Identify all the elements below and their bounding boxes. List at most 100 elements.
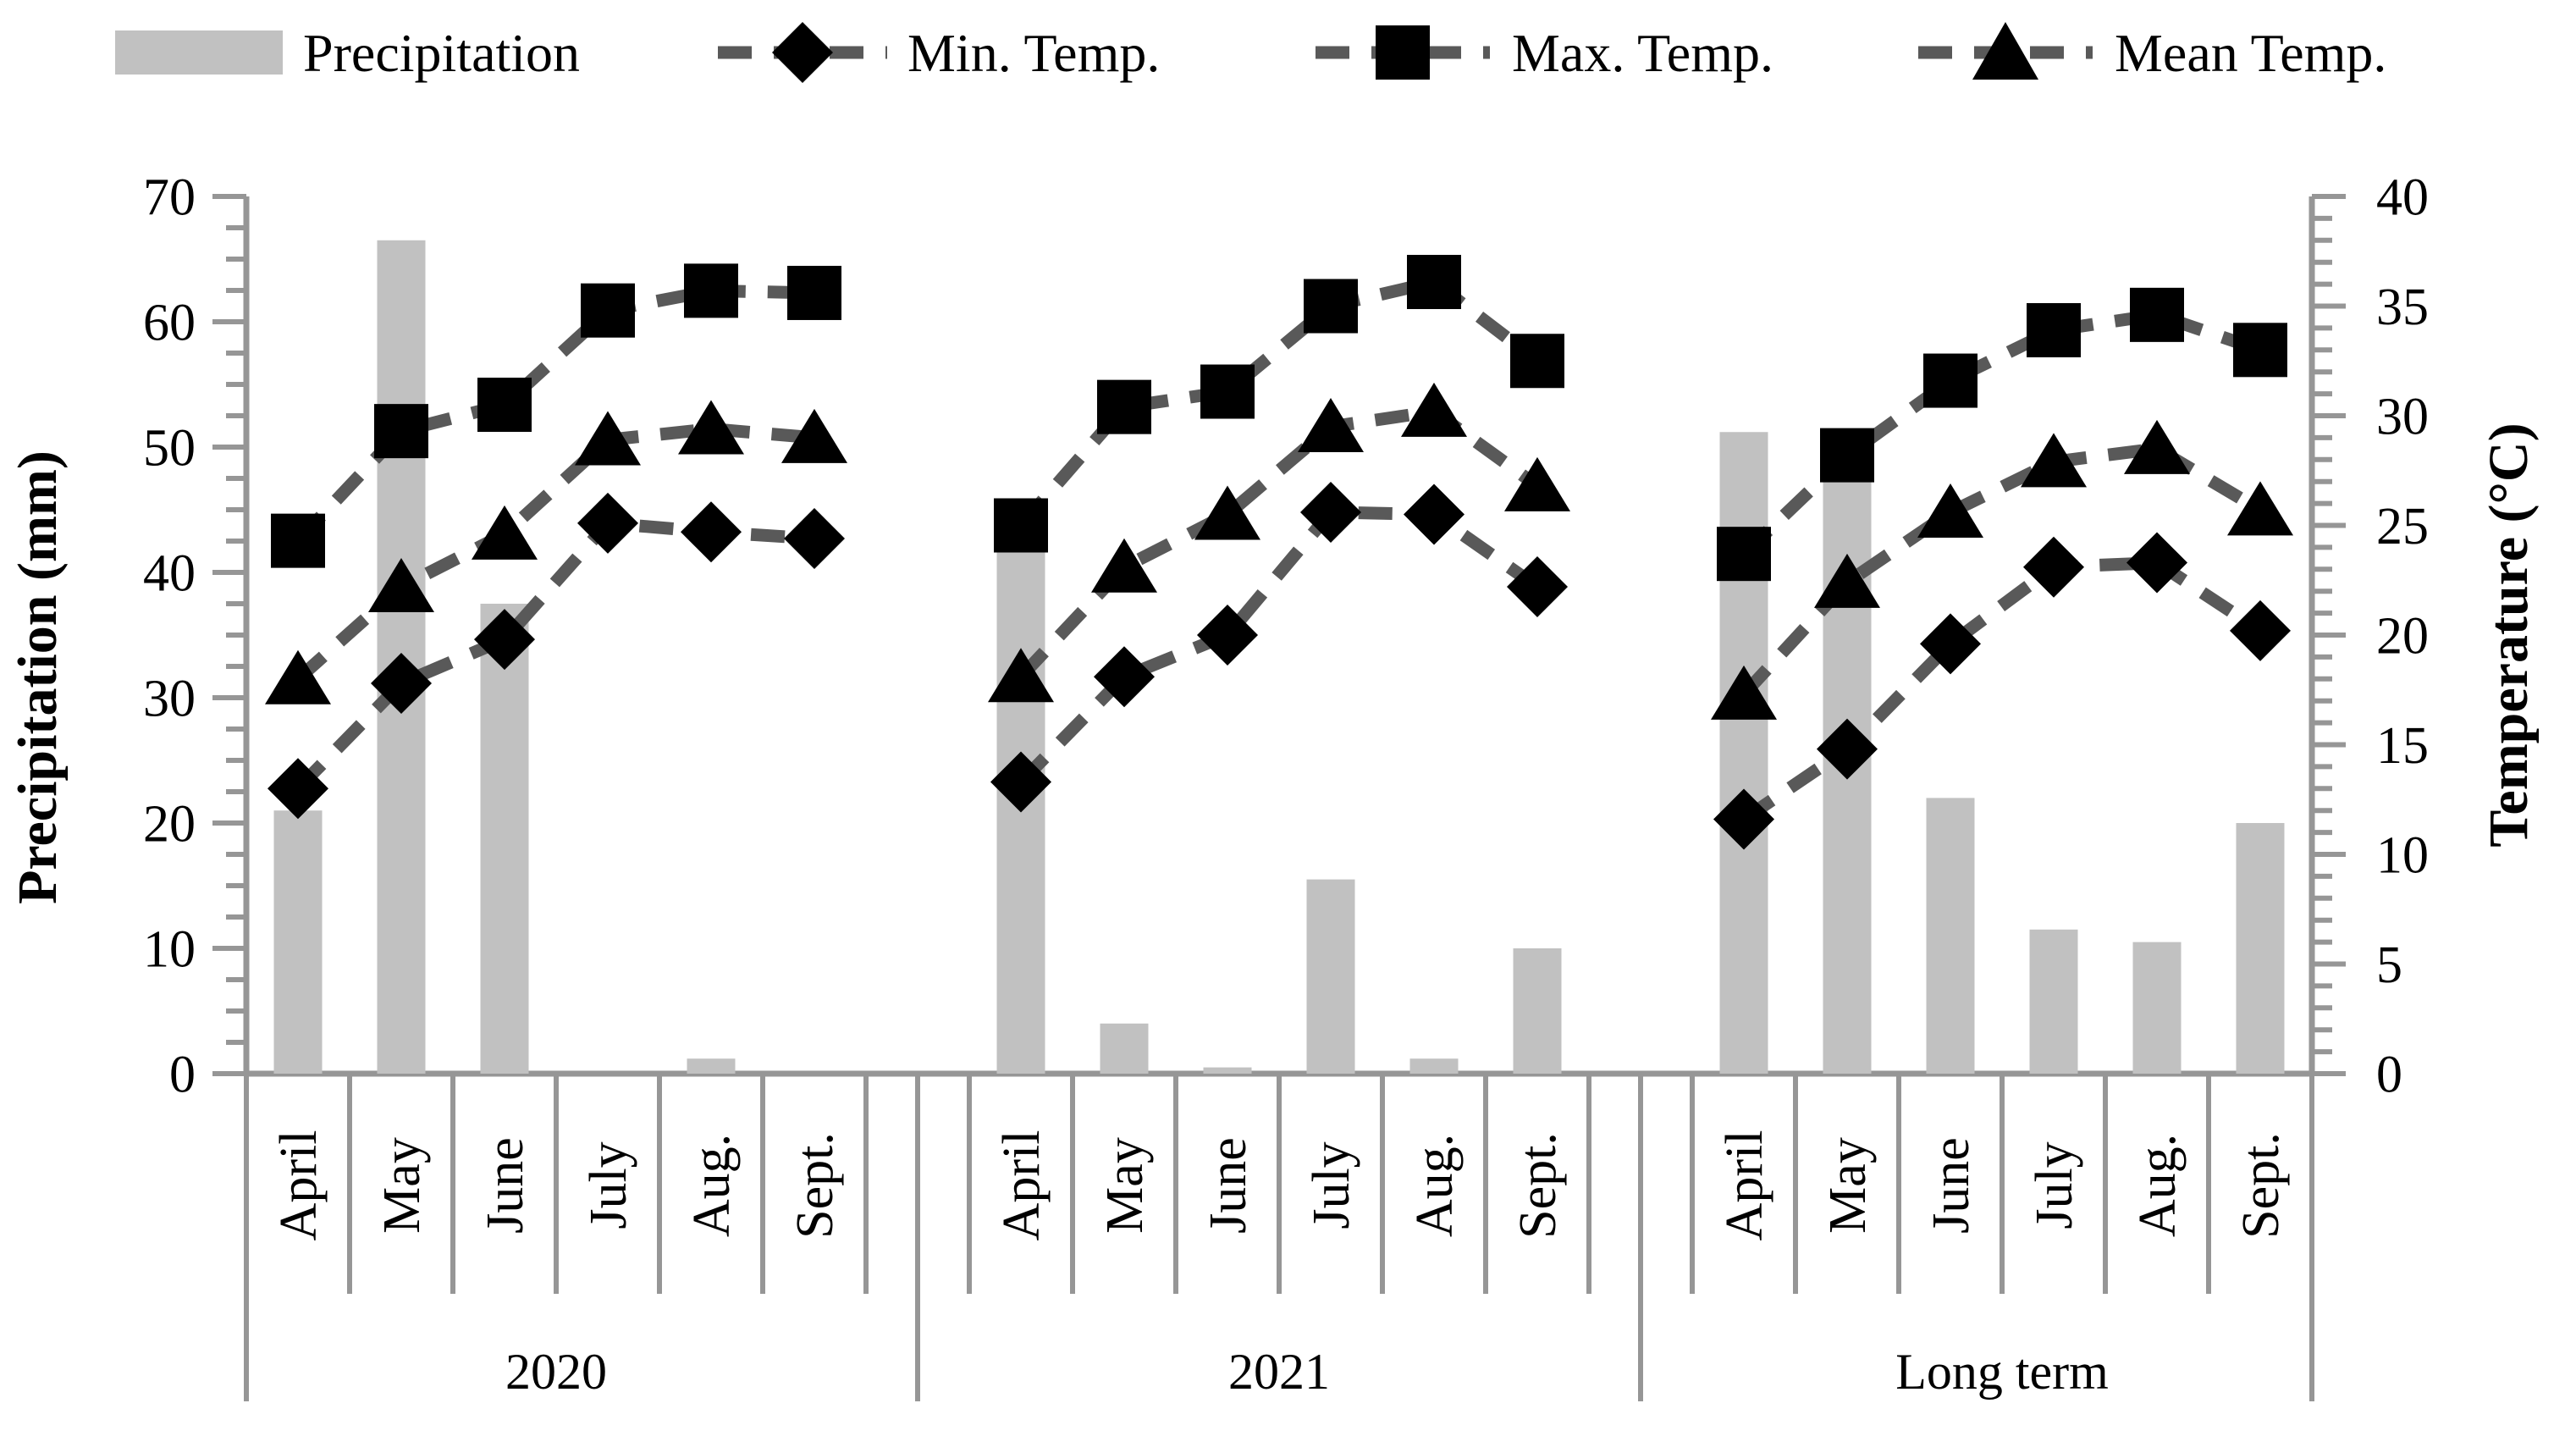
max-temp-marker <box>581 283 635 338</box>
right-axis-tick-label: 30 <box>2376 389 2429 446</box>
max-temp-marker <box>684 263 738 318</box>
month-label: July <box>1303 1141 1360 1229</box>
max-temp-marker <box>477 378 532 433</box>
max-temp-marker <box>787 265 841 320</box>
min-temp-marker <box>2023 536 2084 598</box>
mean-temp-temp-marker <box>2227 481 2293 536</box>
mean-temp-temp-line <box>294 423 815 684</box>
precipitation-bar <box>273 810 323 1074</box>
month-label: June <box>1922 1137 1980 1234</box>
precipitation-bar <box>2236 823 2285 1074</box>
group-label: 2021 <box>1228 1344 1330 1400</box>
month-label: June <box>477 1137 534 1234</box>
max-temp-marker <box>1097 379 1151 434</box>
left-axis-title: Precipitation (mm) <box>7 450 69 904</box>
max-temp-marker <box>1717 527 1771 582</box>
mean-temp-temp-marker <box>1298 397 1364 452</box>
left-axis-tick-label: 50 <box>143 420 196 478</box>
min-temp-line <box>1016 506 1542 787</box>
month-label: Aug. <box>1406 1134 1464 1237</box>
min-temp-marker <box>681 501 742 563</box>
max-temp-marker <box>2130 287 2184 342</box>
max-temp-marker <box>271 513 325 568</box>
min-temp-marker <box>1404 483 1465 545</box>
legend-label-min-temp: Min. Temp. <box>907 23 1160 83</box>
right-axis-tick-label: 10 <box>2376 827 2429 885</box>
category-axis: April May June July Aug. Sept. 2020 April May Jun… <box>244 1070 2314 1401</box>
precipitation-bar <box>2132 942 2182 1074</box>
temperature-lines <box>265 255 2293 850</box>
mean-temp-temp-line <box>1016 404 1542 682</box>
mean-temp-temp-marker <box>988 648 1054 703</box>
mean-temp-temp-marker <box>678 400 744 455</box>
month-label: Sept. <box>1509 1132 1567 1239</box>
max-temp-marker <box>994 498 1048 553</box>
mean-temp-temp-line <box>1739 442 2264 699</box>
min-temp-marker <box>1094 646 1155 708</box>
right-axis-title: Temperature (°C) <box>2478 423 2540 847</box>
min-temp-marker <box>577 492 638 554</box>
left-axis-tick-label: 10 <box>143 921 196 979</box>
min-temp-marker <box>2230 599 2291 661</box>
right-axis-tick-label: 5 <box>2376 936 2402 994</box>
left-axis-tick-label: 0 <box>169 1047 196 1104</box>
month-label: July <box>2026 1141 2083 1229</box>
right-axis-tick-label: 0 <box>2376 1047 2402 1104</box>
max-temp-marker <box>1407 255 1461 310</box>
legend-label-mean-temp: Mean Temp. <box>2115 23 2386 83</box>
left-axis-tick-label: 40 <box>143 545 196 603</box>
max-temp-marker <box>2027 302 2081 357</box>
max-temp-marker <box>374 404 428 459</box>
min-temp-marker <box>2126 532 2187 594</box>
precipitation-bar <box>1100 1023 1149 1074</box>
max-temp-marker <box>2233 323 2287 378</box>
diamond-icon <box>772 22 833 83</box>
right-axis-tick-label: 20 <box>2376 608 2429 666</box>
mean-temp-temp-marker <box>781 408 847 463</box>
mean-temp-temp-marker <box>1194 485 1260 540</box>
precipitation-bar <box>1306 879 1355 1074</box>
min-temp-marker <box>1300 481 1361 543</box>
precipitation-swatch <box>115 30 283 75</box>
precipitation-bar <box>1203 1067 1252 1074</box>
right-axis-tick-label: 25 <box>2376 498 2429 555</box>
max-temp-marker <box>1510 334 1564 389</box>
month-label: May <box>1819 1137 1877 1234</box>
right-axis: 0 5 10 15 20 25 30 35 40 <box>2308 169 2429 1104</box>
min-temp-marker <box>1713 788 1774 850</box>
left-axis: 0 10 20 30 40 50 60 70 <box>143 169 250 1104</box>
precipitation-bar <box>1513 948 1562 1074</box>
right-axis-tick-label: 15 <box>2376 717 2429 775</box>
max-temp-marker <box>1923 353 1978 408</box>
month-label: Sept. <box>2232 1132 2290 1239</box>
legend-label-precipitation: Precipitation <box>303 23 580 83</box>
max-temp-marker <box>1200 364 1255 419</box>
legend-item-min-temp: Min. Temp. <box>718 22 1160 83</box>
right-axis-tick-label: 35 <box>2376 279 2429 336</box>
legend: Precipitation Min. Temp. Max. Temp. Mean… <box>115 22 2386 83</box>
month-label: June <box>1200 1137 1257 1234</box>
group-label: Long term <box>1895 1344 2109 1400</box>
legend-item-precipitation: Precipitation <box>115 23 580 83</box>
month-label: Aug. <box>683 1134 741 1237</box>
mean-temp-temp-marker <box>2021 433 2087 488</box>
month-label: May <box>1096 1137 1154 1234</box>
mean-temp-temp-marker <box>2124 419 2190 474</box>
mean-temp-temp-marker <box>1091 538 1157 593</box>
legend-label-max-temp: Max. Temp. <box>1512 23 1773 83</box>
max-temp-marker <box>1304 279 1358 334</box>
triangle-icon <box>1972 22 2038 80</box>
left-axis-tick-label: 30 <box>143 671 196 728</box>
month-label: April <box>993 1130 1051 1241</box>
legend-item-mean-temp: Mean Temp. <box>1918 22 2386 83</box>
month-label: April <box>270 1130 328 1241</box>
mean-temp-temp-marker <box>1504 456 1570 511</box>
min-temp-marker <box>1507 556 1568 618</box>
mean-temp-temp-marker <box>265 649 331 704</box>
precipitation-bar <box>1409 1058 1459 1074</box>
left-axis-tick-label: 20 <box>143 796 196 854</box>
legend-item-max-temp: Max. Temp. <box>1316 23 1773 83</box>
left-axis-tick-label: 60 <box>143 295 196 352</box>
